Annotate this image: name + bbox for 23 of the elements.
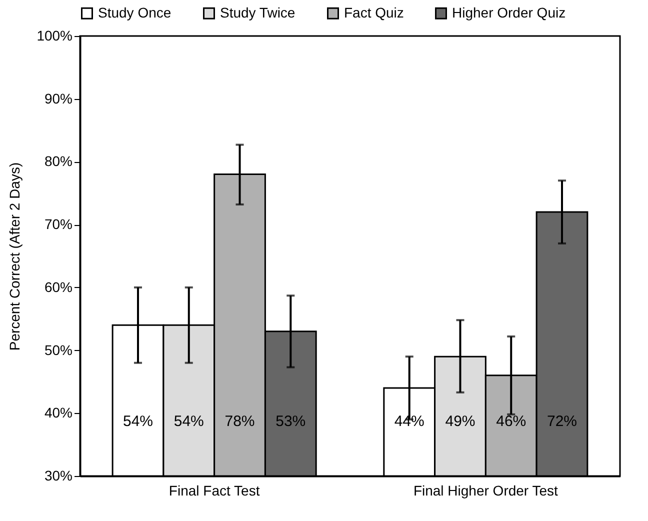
legend-label: Study Once [98,4,172,20]
legend-label: Higher Order Quiz [452,4,566,20]
data-label: 72% [546,413,578,430]
data-label: 44% [394,413,424,430]
y-tick-label: 100% [36,28,72,44]
y-axis-title: Percent Correct (After 2 Days) [6,162,23,351]
legend-label: Study Twice [220,4,296,20]
y-tick-label: 60% [44,278,72,295]
y-tick-label: 30% [44,468,72,484]
data-label: 54% [122,413,154,430]
y-tick-label: 70% [44,216,72,232]
x-tick-label: Final Higher Order Test [413,482,558,498]
y-tick-label: 80% [44,153,72,170]
data-label: 54% [174,413,204,430]
data-label: 46% [496,413,526,430]
y-tick-label: 90% [44,90,72,106]
legend-label: Fact Quiz [344,4,404,20]
data-label: 78% [224,413,255,430]
data-label: 53% [276,413,306,430]
y-tick-label: 40% [44,404,72,421]
y-tick-label: 50% [44,342,72,358]
data-label: 49% [445,413,476,430]
x-tick-label: Final Fact Test [168,482,260,498]
